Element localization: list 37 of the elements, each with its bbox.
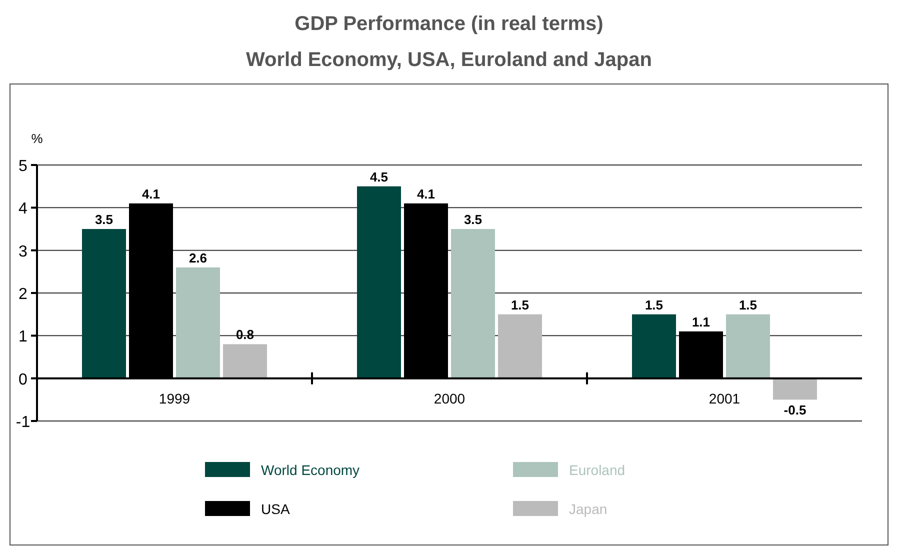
bar — [82, 229, 126, 378]
bar — [632, 314, 676, 378]
x-tick-label: 1999 — [158, 390, 190, 406]
y-tick-label: -1 — [16, 414, 30, 431]
bar — [726, 314, 770, 378]
bar — [773, 378, 817, 400]
bar — [451, 229, 495, 378]
bar — [357, 186, 401, 378]
y-tick-label: 2 — [18, 286, 28, 303]
data-label: 3.5 — [94, 212, 114, 227]
legend-label: Japan — [569, 501, 608, 517]
data-label: 4.5 — [370, 169, 388, 184]
data-label: 4.1 — [142, 186, 160, 202]
bar — [223, 344, 267, 378]
x-tick-label: 2001 — [708, 390, 740, 406]
legend-label: Euroland — [569, 462, 626, 478]
bar — [176, 267, 220, 378]
y-tick-label: 5 — [18, 158, 28, 175]
data-label: -0.5 — [784, 402, 806, 418]
bar — [498, 314, 542, 378]
y-tick-label: 0 — [18, 371, 28, 388]
data-label: 3.5 — [464, 212, 482, 227]
data-label: 1.1 — [692, 314, 710, 330]
y-tick-label: 3 — [18, 243, 28, 260]
y-tick-label: 1 — [18, 328, 28, 346]
x-tick-label: 2000 — [434, 390, 466, 406]
chart-subtitle: World Economy, USA, Euroland and Japan — [246, 49, 652, 71]
data-label: 2.6 — [188, 250, 208, 266]
legend-label: USA — [261, 501, 290, 517]
data-label: 1.5 — [738, 297, 758, 312]
y-tick-label: 4 — [18, 200, 28, 218]
chart-title: GDP Performance (in real terms) — [294, 13, 604, 35]
data-label: 1.5 — [644, 297, 664, 312]
data-label: 1.5 — [510, 297, 530, 312]
data-label: 4.1 — [416, 186, 436, 202]
legend-label: World Economy — [261, 462, 360, 478]
y-axis-title: % — [31, 131, 44, 146]
